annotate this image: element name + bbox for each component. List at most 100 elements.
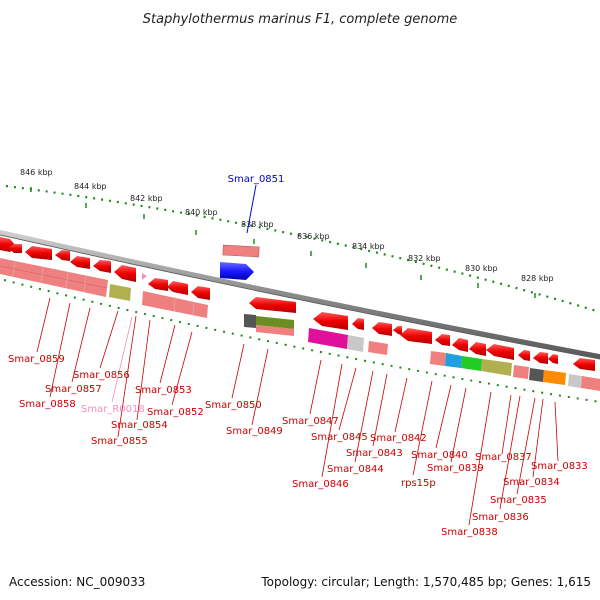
gene-label[interactable]: Smar_0854	[111, 420, 168, 431]
gene-arrow[interactable]	[573, 358, 595, 371]
kbp-label: 840 kbp	[185, 208, 218, 217]
kbp-label: 838 kbp	[241, 220, 274, 229]
cog-box	[461, 356, 482, 371]
leader-line	[159, 324, 176, 384]
gene-arrow[interactable]	[25, 246, 52, 260]
cog-divider	[0, 265, 108, 289]
gene-arrow[interactable]	[518, 350, 530, 361]
gene-label[interactable]: Smar_0845	[311, 432, 368, 443]
leader-line	[338, 367, 357, 431]
gene-label[interactable]: Smar_0842	[370, 433, 427, 444]
gene-label[interactable]: Smar_0833	[531, 461, 588, 472]
cog-divider	[40, 266, 44, 284]
gene-label[interactable]: Smar_0838	[441, 527, 498, 538]
gene-arrow[interactable]	[400, 328, 432, 344]
kbp-tick-group: 846 kbp 844 kbp 842 kbp 840 kbp 838 kbp …	[20, 168, 554, 298]
cog-divider	[83, 275, 87, 293]
cog-box	[256, 325, 294, 336]
gene-arrow[interactable]	[469, 342, 486, 356]
leader-line	[231, 343, 245, 399]
gene-label[interactable]: Smar_0858	[19, 399, 76, 410]
cog-band-left	[0, 258, 208, 318]
gene-arrow[interactable]	[313, 312, 348, 330]
cog-band-right	[308, 328, 600, 391]
cog-box	[308, 328, 348, 349]
gene-label[interactable]: Smar_0834	[503, 477, 560, 488]
kbp-label: 830 kbp	[465, 264, 498, 273]
cog-box	[347, 335, 364, 352]
gene-label[interactable]: Smar_0859	[8, 354, 65, 365]
cog-box	[142, 291, 208, 318]
gene-arrow[interactable]	[148, 278, 168, 291]
gene-label[interactable]: Smar_0839	[427, 463, 484, 474]
cog-box	[445, 353, 462, 368]
leader-line	[412, 380, 433, 476]
gene-label[interactable]: Smar_0847	[282, 416, 339, 427]
gene-label[interactable]: Smar_0849	[226, 426, 283, 437]
leader-line	[354, 370, 374, 463]
gene-label[interactable]: Smar_0843	[346, 448, 403, 459]
cog-box	[481, 359, 512, 376]
gene-label[interactable]: Smar_R0018	[81, 404, 145, 415]
cog-divider	[192, 301, 195, 316]
gene-label[interactable]: Smar_0836	[472, 512, 529, 523]
gene-label[interactable]: Smar_0844	[327, 464, 384, 475]
genome-backbone	[0, 229, 600, 360]
gene-arrow[interactable]	[486, 344, 514, 360]
gene-arrow[interactable]	[393, 326, 402, 335]
gene-label[interactable]: Smar_0855	[91, 436, 148, 447]
gene-arrow[interactable]	[8, 244, 22, 253]
kbp-label: 844 kbp	[74, 182, 107, 191]
cog-box	[568, 374, 582, 388]
rna-leader-line	[111, 316, 133, 403]
gene-arrow[interactable]	[55, 250, 70, 261]
leader-line	[309, 359, 322, 415]
gene-label[interactable]: Smar_0852	[147, 407, 204, 418]
cog-box	[513, 365, 529, 379]
rna-gene-marker[interactable]	[142, 273, 147, 280]
cog-box	[543, 370, 566, 385]
gene-arrow[interactable]	[548, 354, 558, 364]
gene-label[interactable]: Smar_0850	[205, 400, 262, 411]
gene-arrow[interactable]	[452, 338, 468, 352]
highlight-gene-arrow[interactable]	[220, 262, 254, 280]
gene-arrow[interactable]	[167, 281, 188, 295]
inner-tick-ring	[3, 279, 600, 403]
gene-label[interactable]: Smar_0837	[475, 452, 532, 463]
cog-divider	[12, 260, 16, 278]
gene-arrow[interactable]	[93, 260, 111, 273]
cog-box	[430, 351, 446, 366]
gene-arrow[interactable]	[70, 256, 90, 269]
leader-line	[394, 377, 408, 433]
gene-label[interactable]: Smar_0856	[73, 370, 130, 381]
gene-labels: Smar_0859 Smar_0858 Smar_0857 Smar_0856 …	[8, 354, 588, 538]
gene-arrow[interactable]	[352, 318, 364, 330]
gene-label[interactable]: Smar_0853	[135, 385, 192, 396]
leader-line	[501, 394, 512, 455]
cog-box	[109, 284, 131, 301]
cog-box	[529, 368, 544, 382]
gene-label[interactable]: Smar_0846	[292, 479, 349, 490]
gene-arrow[interactable]	[191, 286, 210, 300]
kbp-label: 846 kbp	[20, 168, 53, 177]
highlight-leader-line	[246, 184, 257, 234]
leader-line	[372, 373, 388, 447]
gene-arrow[interactable]	[533, 352, 548, 364]
leader-line	[251, 348, 269, 426]
gene-label[interactable]: Smar_0840	[411, 450, 468, 461]
gene-arrow[interactable]	[249, 297, 296, 313]
gene-label[interactable]: rps15p	[401, 478, 436, 489]
gene-arrow[interactable]	[372, 322, 392, 336]
gene-label[interactable]: Smar_0835	[490, 495, 547, 506]
leader-line	[499, 395, 521, 510]
gene-label[interactable]: Smar_0857	[45, 384, 102, 395]
kbp-label: 828 kbp	[521, 274, 554, 283]
forward-gene-group-left	[0, 237, 210, 300]
cog-divider	[65, 271, 69, 289]
leader-line	[117, 315, 137, 438]
highlight-gene-label: Smar_0851	[228, 174, 285, 185]
gene-arrow[interactable]	[435, 334, 450, 346]
gene-arrow[interactable]	[114, 265, 136, 282]
